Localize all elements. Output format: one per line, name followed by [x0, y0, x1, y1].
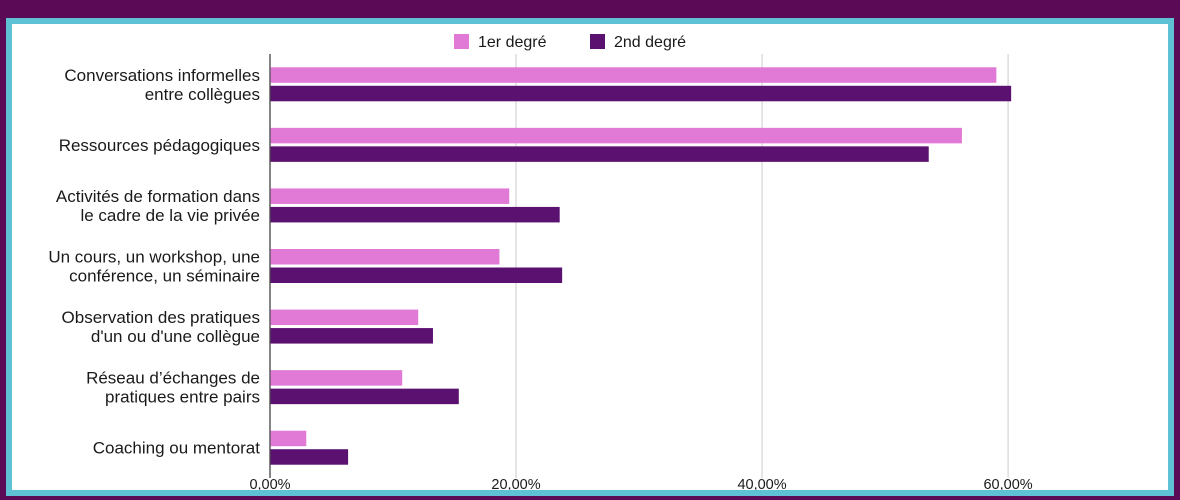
bar-2nd-degre: [270, 388, 459, 405]
bar-1er-degre: [270, 127, 962, 144]
bar-2nd-degre: [270, 267, 563, 283]
legend-swatch-2nd-degre: [590, 34, 605, 49]
category-label: conférence, un séminaire: [69, 267, 260, 286]
bars: [270, 67, 1012, 465]
x-tick-label: 0,00%: [249, 477, 290, 490]
category-label: Un cours, un workshop, une: [48, 248, 260, 267]
category-label: pratiques entre pairs: [105, 388, 260, 407]
bar-1er-degre: [270, 249, 500, 265]
category-label: Observation des pratiques: [62, 308, 260, 327]
bar-1er-degre: [270, 370, 403, 386]
bar-1er-degre: [270, 188, 510, 204]
category-label: Ressources pédagogiques: [59, 136, 260, 155]
chart-panel: 0,00% 20,00% 40,00% 60,00% Conversations in…: [12, 24, 1168, 490]
x-axis: 0,00% 20,00% 40,00% 60,00%: [249, 477, 1032, 490]
category-label: d'un ou d'une collègue: [91, 327, 260, 346]
bar-2nd-degre: [270, 449, 349, 465]
category-label: Activités de formation dans: [56, 187, 260, 206]
bar-1er-degre: [270, 67, 997, 83]
category-label: le cadre de la vie privée: [80, 206, 260, 225]
category-label: Conversations informelles: [64, 66, 260, 85]
bar-1er-degre: [270, 309, 419, 326]
legend-label-2nd-degre: 2nd degré: [614, 34, 686, 51]
bar-2nd-degre: [270, 85, 1012, 102]
gridlines: [269, 54, 1009, 478]
category-label: Réseau d’échanges de: [86, 369, 260, 388]
x-tick-label: 40,00%: [737, 477, 786, 490]
legend: 1er degré 2nd degré: [454, 34, 686, 51]
x-tick-label: 20,00%: [491, 477, 540, 490]
bar-2nd-degre: [270, 146, 929, 162]
category-label: Coaching ou mentorat: [93, 439, 261, 458]
legend-swatch-1er-degre: [454, 34, 469, 49]
x-tick-label: 60,00%: [983, 477, 1032, 490]
bar-2nd-degre: [270, 328, 433, 344]
category-label: entre collègues: [145, 85, 260, 104]
bar-1er-degre: [270, 430, 307, 447]
bar-chart: 0,00% 20,00% 40,00% 60,00% Conversations in…: [48, 34, 1033, 490]
bar-2nd-degre: [270, 206, 560, 223]
legend-label-1er-degre: 1er degré: [478, 34, 547, 51]
